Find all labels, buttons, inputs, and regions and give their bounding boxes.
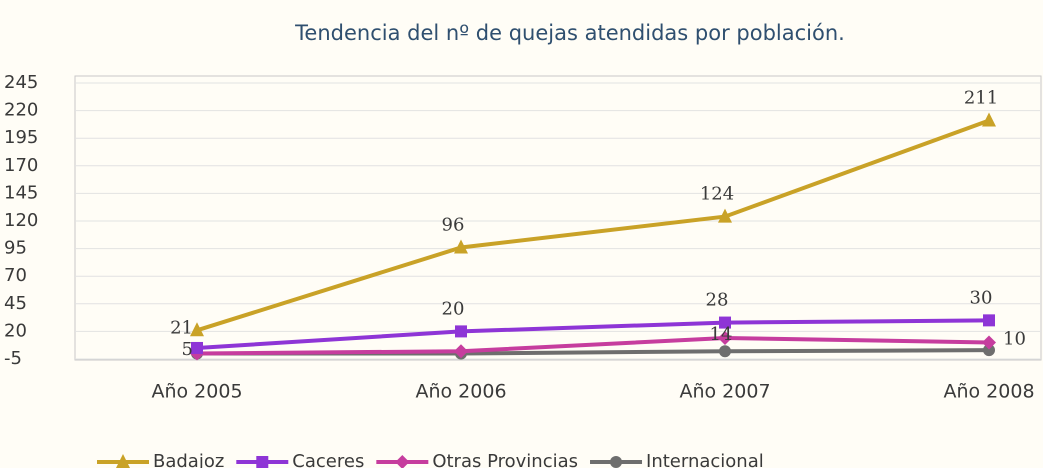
marker — [191, 341, 203, 354]
y-tick-label: 20 — [4, 320, 27, 341]
legend-item: Otras Provincias — [376, 451, 578, 468]
x-tick-label: Año 2006 — [415, 381, 506, 403]
marker — [983, 314, 995, 327]
marker — [190, 322, 204, 337]
legend-label: Internacional — [646, 451, 764, 468]
data-label: 211 — [964, 88, 998, 109]
marker — [982, 335, 996, 350]
data-label: 5 — [182, 339, 193, 360]
x-tick-label: Año 2007 — [679, 381, 770, 403]
series-line — [196, 118, 990, 333]
legend-item: Caceres — [236, 451, 364, 468]
legend-marker — [610, 456, 623, 468]
series-line — [196, 336, 990, 356]
marker — [718, 331, 732, 346]
marker — [718, 208, 732, 223]
data-label: 21 — [170, 317, 193, 338]
plot-border — [74, 75, 1042, 361]
legend-label: Otras Provincias — [432, 451, 578, 468]
data-label: 124 — [700, 184, 734, 205]
y-tick-label: 220 — [4, 100, 38, 121]
legend-marker — [116, 454, 130, 468]
marker — [454, 239, 468, 254]
marker — [982, 112, 996, 127]
marker — [983, 344, 995, 357]
y-tick-label: 70 — [4, 265, 27, 286]
data-label: 96 — [442, 214, 465, 235]
x-tick-label: Año 2008 — [943, 381, 1034, 403]
data-label: 14 — [710, 324, 733, 345]
y-tick-label: 95 — [4, 238, 27, 259]
legend-label: Badajoz — [153, 451, 224, 468]
marker — [719, 345, 731, 358]
chart-title: Tendencia del nº de quejas atendidas por… — [294, 21, 845, 45]
y-tick-label: 245 — [4, 72, 38, 93]
legend-marker — [395, 455, 410, 468]
y-tick-label: 45 — [4, 293, 27, 314]
series-line — [196, 318, 990, 350]
marker — [719, 316, 731, 329]
data-label: 28 — [706, 290, 729, 311]
legend-item: Badajoz — [97, 451, 224, 468]
marker — [454, 344, 468, 359]
data-label: 10 — [1003, 328, 1026, 349]
marker — [455, 325, 467, 338]
y-tick-label: 120 — [4, 210, 38, 231]
legend-marker — [256, 456, 269, 468]
y-tick-label: 170 — [4, 155, 38, 176]
data-label: 30 — [970, 287, 993, 308]
y-tick-label: -5 — [4, 348, 22, 369]
legend-item: Internacional — [590, 451, 764, 468]
data-label: 20 — [442, 298, 465, 319]
legend-label: Caceres — [292, 451, 364, 468]
x-tick-label: Año 2005 — [151, 381, 242, 403]
y-tick-label: 145 — [4, 182, 38, 203]
y-tick-label: 195 — [4, 127, 38, 148]
